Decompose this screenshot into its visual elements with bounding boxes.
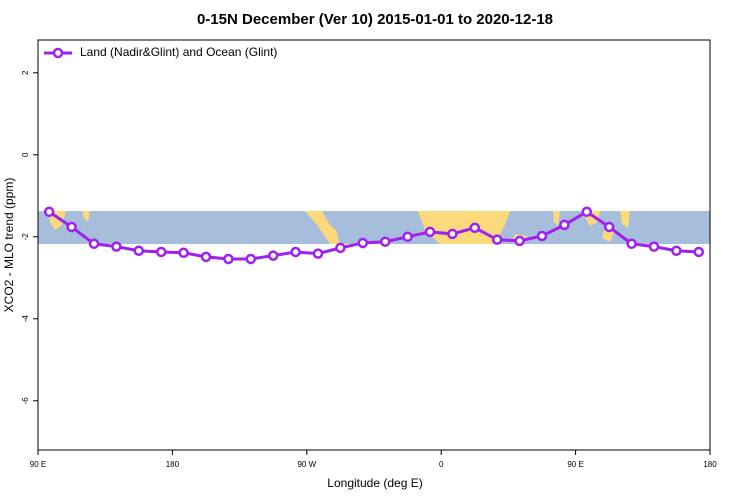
data-point [178,247,189,259]
data-point [603,221,615,233]
data-point [88,238,100,250]
x-tick-label: 180 [703,460,717,469]
map-band [38,211,710,244]
y-tick-label: 0 [21,152,30,157]
y-tick-label: -2 [21,233,30,241]
x-tick-label: 90 E [30,460,46,469]
x-tick-label: 90 W [297,460,316,469]
data-point [133,245,145,256]
data-point [335,242,346,254]
data-point [626,238,637,250]
data-point [671,245,682,256]
y-tick-label: 2 [21,70,30,75]
data-point [245,253,257,265]
land [553,211,560,226]
data-point [290,246,301,258]
data-point [559,219,570,231]
x-tick-label: 90 E [567,460,583,469]
y-axis-label: XCO2 - MLO trend (ppm) [2,178,16,313]
x-axis-label: Longitude (deg E) [327,476,422,490]
data-point [357,237,369,249]
y-tick-label: -6 [21,397,30,405]
land [82,211,90,222]
data-point [223,253,234,265]
data-point [581,206,593,218]
data-point [379,236,391,247]
legend-marker [52,47,64,59]
legend-label: Land (Nadir&Glint) and Ocean (Glint) [80,45,277,59]
data-point [447,228,458,240]
data-point [514,235,525,247]
data-point [693,246,705,258]
land [305,211,340,244]
data-point [491,234,503,245]
data-point [200,251,212,263]
chart-title: 0-15N December (Ver 10) 2015-01-01 to 20… [197,11,553,28]
land [620,211,630,228]
y-tick-label: -4 [21,315,30,323]
data-point [312,248,324,259]
x-tick-label: 0 [439,460,444,469]
data-point [155,246,167,258]
x-tick-label: 180 [166,460,180,469]
data-point [43,206,55,218]
data-point [469,222,481,234]
data-point [402,231,413,243]
data-point [648,241,660,252]
data-point [111,241,122,252]
data-point [536,230,548,242]
data-point [424,226,436,238]
data-point [66,221,77,233]
plot-frame [37,39,711,451]
data-point [267,250,279,261]
